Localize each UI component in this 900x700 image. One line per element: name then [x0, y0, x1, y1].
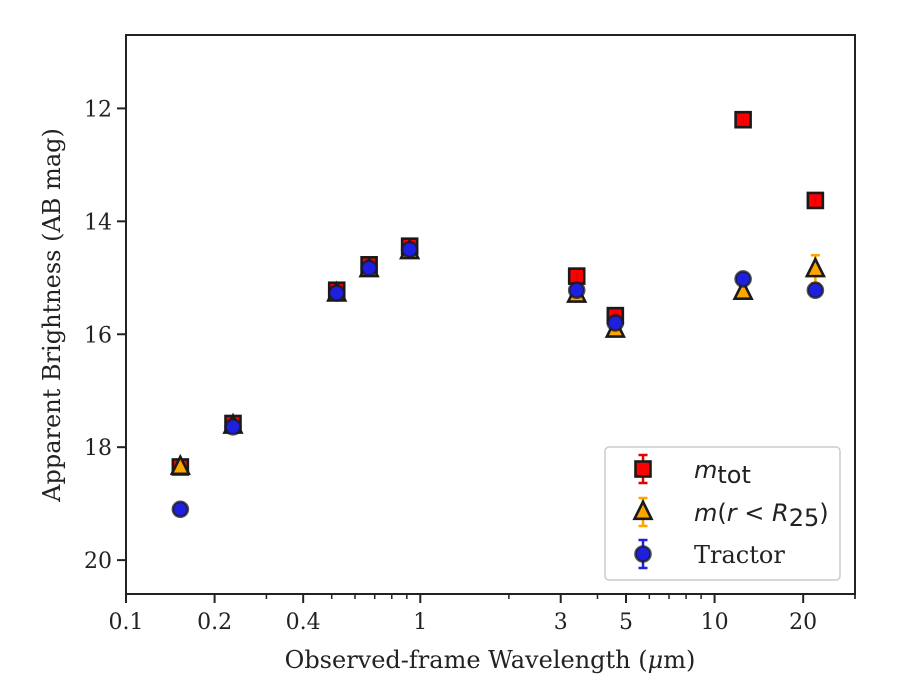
y-tick-label: 20	[84, 549, 112, 574]
x-tick-label: 20	[789, 610, 817, 635]
legend-box	[604, 446, 841, 581]
series-circle	[171, 240, 825, 519]
y-tick-label: 18	[84, 436, 112, 461]
x-axis-label: Observed-frame Wavelength (μm)	[285, 646, 696, 674]
plot-frame	[125, 34, 856, 595]
legend-label-mtot: mtot	[694, 456, 751, 489]
series-square	[171, 110, 825, 476]
legend-label-tractor: Tractor	[694, 541, 785, 569]
legend-swatch-square	[634, 460, 652, 478]
legend: mtot m(r < R25) Tractor	[604, 446, 841, 581]
x-tick-label: 1	[413, 610, 427, 635]
y-tick-label: 16	[84, 323, 112, 348]
y-axis-label: Apparent Brightness (AB mag)	[38, 128, 66, 503]
x-tick-label: 0.2	[197, 610, 232, 635]
x-tick-label: 10	[701, 610, 729, 635]
legend-label-m-r-r25: m(r < R25)	[694, 499, 829, 532]
data-point-triangle	[804, 256, 826, 278]
y-tick-label: 12	[84, 97, 112, 122]
legend-swatch-triangle	[632, 498, 654, 521]
y-tick-label: 14	[84, 210, 112, 235]
x-tick-label: 0.4	[286, 610, 321, 635]
legend-swatch-circle	[634, 545, 652, 563]
x-tick-label: 3	[554, 610, 568, 635]
series-triangle	[169, 238, 826, 476]
x-tick-label: 0.1	[109, 610, 144, 635]
x-tick-label: 5	[619, 610, 633, 635]
